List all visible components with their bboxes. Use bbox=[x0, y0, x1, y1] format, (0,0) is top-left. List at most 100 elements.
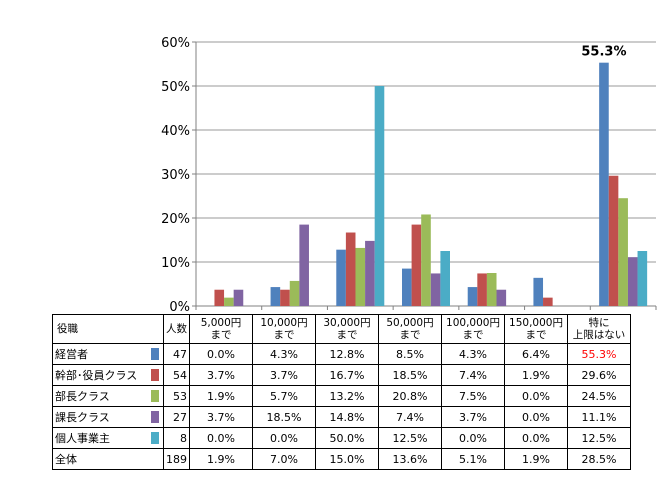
bar bbox=[289, 280, 300, 306]
bar bbox=[477, 273, 487, 306]
row-label: 経営者 bbox=[52, 343, 164, 365]
y-tick-label: 30% bbox=[161, 168, 190, 183]
value-cell: 5.7% bbox=[252, 385, 316, 407]
value-cell: 8.5% bbox=[378, 343, 442, 365]
table-row: 部長クラス 53 1.9% 5.7% 13.2% 20.8% 7.5% 0.0%… bbox=[52, 385, 631, 407]
value-cell: 14.8% bbox=[315, 406, 379, 428]
bar bbox=[355, 247, 366, 306]
table-row: 幹部･役員クラス 54 3.7% 3.7% 16.7% 18.5% 7.4% 1… bbox=[52, 364, 631, 386]
role-column-header: 役職 bbox=[52, 314, 164, 344]
category-header: 30,000円 まで bbox=[315, 314, 379, 344]
bar bbox=[299, 224, 309, 306]
bar bbox=[430, 273, 441, 306]
value-cell: 18.5% bbox=[252, 406, 316, 428]
value-cell: 0.0% bbox=[504, 406, 568, 428]
row-label: 個人事業主 bbox=[52, 427, 164, 449]
value-cell: 0.0% bbox=[504, 385, 568, 407]
bar bbox=[365, 240, 375, 306]
value-cell: 5.1% bbox=[441, 448, 505, 470]
value-cell: 4.3% bbox=[252, 343, 316, 365]
value-cell: 11.1% bbox=[567, 406, 631, 428]
count-cell: 27 bbox=[163, 406, 190, 428]
bar bbox=[280, 289, 290, 306]
bar bbox=[402, 268, 412, 306]
bar bbox=[336, 249, 346, 306]
legend-swatch bbox=[151, 432, 159, 444]
y-tick-label: 0% bbox=[169, 300, 190, 314]
category-header: 50,000円 まで bbox=[378, 314, 442, 344]
count-cell: 53 bbox=[163, 385, 190, 407]
table-row: 経営者 47 0.0% 4.3% 12.8% 8.5% 4.3% 6.4% 55… bbox=[52, 343, 631, 365]
value-cell: 3.7% bbox=[441, 406, 505, 428]
row-label: 部長クラス bbox=[52, 385, 164, 407]
data-label: 55.3% bbox=[581, 45, 626, 60]
bar bbox=[421, 214, 431, 306]
legend-swatch bbox=[151, 411, 159, 423]
row-label: 全体 bbox=[52, 448, 164, 470]
value-cell: 7.4% bbox=[378, 406, 442, 428]
table-row: 個人事業主 8 0.0% 0.0% 50.0% 12.5% 0.0% 0.0% … bbox=[52, 427, 631, 449]
bar bbox=[496, 289, 507, 306]
bar bbox=[374, 86, 385, 306]
value-cell: 3.7% bbox=[189, 406, 253, 428]
legend-swatch bbox=[151, 369, 159, 381]
count-cell: 47 bbox=[163, 343, 190, 365]
y-tick-label: 10% bbox=[161, 256, 190, 271]
table-row-total: 全体 189 1.9% 7.0% 15.0% 13.6% 5.1% 1.9% 2… bbox=[52, 448, 631, 470]
value-cell: 1.9% bbox=[189, 385, 253, 407]
value-cell: 1.9% bbox=[189, 448, 253, 470]
value-cell: 12.5% bbox=[567, 427, 631, 449]
value-cell: 16.7% bbox=[315, 364, 379, 386]
value-cell: 50.0% bbox=[315, 427, 379, 449]
bar bbox=[233, 289, 244, 306]
category-header: 10,000円 まで bbox=[252, 314, 316, 344]
count-column-header: 人数 bbox=[163, 314, 190, 344]
y-tick-label: 20% bbox=[161, 212, 190, 227]
bar bbox=[270, 287, 281, 306]
row-label: 幹部･役員クラス bbox=[52, 364, 164, 386]
value-cell: 12.5% bbox=[378, 427, 442, 449]
table-row: 課長クラス 27 3.7% 18.5% 14.8% 7.4% 3.7% 0.0%… bbox=[52, 406, 631, 428]
data-table: 役職 人数 5,000円 まで 10,000円 まで 30,000円 まで 50,00… bbox=[52, 314, 631, 470]
bar bbox=[411, 224, 422, 306]
value-cell: 3.7% bbox=[189, 364, 253, 386]
bar bbox=[543, 297, 553, 306]
y-tick-label: 60% bbox=[161, 36, 190, 51]
value-cell: 0.0% bbox=[252, 427, 316, 449]
value-cell: 7.4% bbox=[441, 364, 505, 386]
y-tick-label: 50% bbox=[161, 80, 190, 95]
count-cell: 8 bbox=[163, 427, 190, 449]
bar bbox=[637, 251, 648, 306]
bar bbox=[599, 62, 609, 307]
value-cell: 0.0% bbox=[189, 343, 253, 365]
bar bbox=[224, 297, 234, 306]
value-cell: 15.0% bbox=[315, 448, 379, 470]
value-cell: 7.5% bbox=[441, 385, 505, 407]
value-cell: 13.6% bbox=[378, 448, 442, 470]
category-header: 100,000円 まで bbox=[441, 314, 505, 344]
bar bbox=[627, 257, 638, 306]
category-header: 特に 上限はない bbox=[567, 314, 631, 344]
value-cell: 18.5% bbox=[378, 364, 442, 386]
bar bbox=[440, 251, 450, 306]
value-cell: 4.3% bbox=[441, 343, 505, 365]
y-tick-label: 40% bbox=[161, 124, 190, 139]
bar bbox=[533, 277, 544, 306]
value-cell: 1.9% bbox=[504, 448, 568, 470]
value-cell: 1.9% bbox=[504, 364, 568, 386]
value-cell: 20.8% bbox=[378, 385, 442, 407]
value-cell: 0.0% bbox=[441, 427, 505, 449]
value-cell: 12.8% bbox=[315, 343, 379, 365]
highlight-value-cell: 55.3% bbox=[567, 343, 631, 365]
bar bbox=[618, 198, 628, 306]
count-cell: 189 bbox=[163, 448, 190, 470]
value-cell: 28.5% bbox=[567, 448, 631, 470]
bar bbox=[214, 289, 225, 306]
value-cell: 13.2% bbox=[315, 385, 379, 407]
bar bbox=[345, 232, 356, 306]
bar-chart: 0% 10% 20% 30% 40% 50% 60% 55.3% bbox=[161, 36, 657, 314]
row-label: 課長クラス bbox=[52, 406, 164, 428]
value-cell: 6.4% bbox=[504, 343, 568, 365]
value-cell: 29.6% bbox=[567, 364, 631, 386]
value-cell: 0.0% bbox=[504, 427, 568, 449]
